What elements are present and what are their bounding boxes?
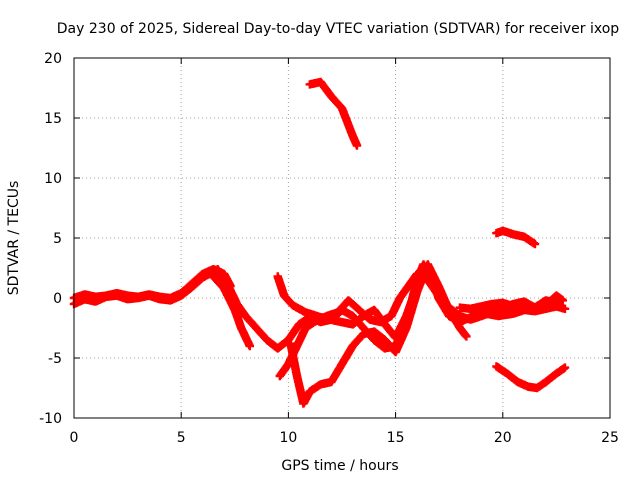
series-markers — [492, 362, 570, 393]
series-track-08 — [305, 77, 362, 150]
series-markers — [209, 272, 254, 351]
series-track-02 — [69, 267, 229, 309]
y-tick-label: -5 — [48, 351, 62, 367]
x-tick-label: 15 — [387, 430, 405, 446]
series-track-10 — [481, 302, 570, 321]
y-tick-label: -10 — [39, 411, 62, 427]
y-tick-label: 10 — [44, 171, 62, 187]
x-tick-label: 0 — [70, 430, 79, 446]
y-tick-label: 20 — [44, 51, 62, 67]
x-tick-label: 5 — [177, 430, 186, 446]
x-axis-label: GPS time / hours — [281, 458, 398, 474]
series-markers — [492, 226, 540, 249]
series-track-11 — [492, 226, 540, 249]
series-markers — [305, 77, 362, 150]
tick-labels: 0 5 10 15 20 25 -10 -5 0 5 10 15 20 — [39, 51, 619, 446]
x-tick-label: 25 — [601, 430, 619, 446]
series-markers — [69, 267, 229, 309]
x-tick-label: 20 — [494, 430, 512, 446]
plot-frame — [73, 57, 611, 419]
series-track-03 — [209, 272, 254, 351]
chart-title: Day 230 of 2025, Sidereal Day-to-day VTE… — [57, 21, 620, 37]
series-markers — [481, 302, 570, 321]
y-axis-label: SDTVAR / TECUs — [6, 181, 22, 296]
y-tick-label: 5 — [53, 231, 62, 247]
x-tick-label: 10 — [279, 430, 297, 446]
series-track-12 — [492, 362, 570, 393]
data-series — [69, 77, 570, 408]
y-tick-label: 15 — [44, 111, 62, 127]
y-tick-label: 0 — [53, 291, 62, 307]
